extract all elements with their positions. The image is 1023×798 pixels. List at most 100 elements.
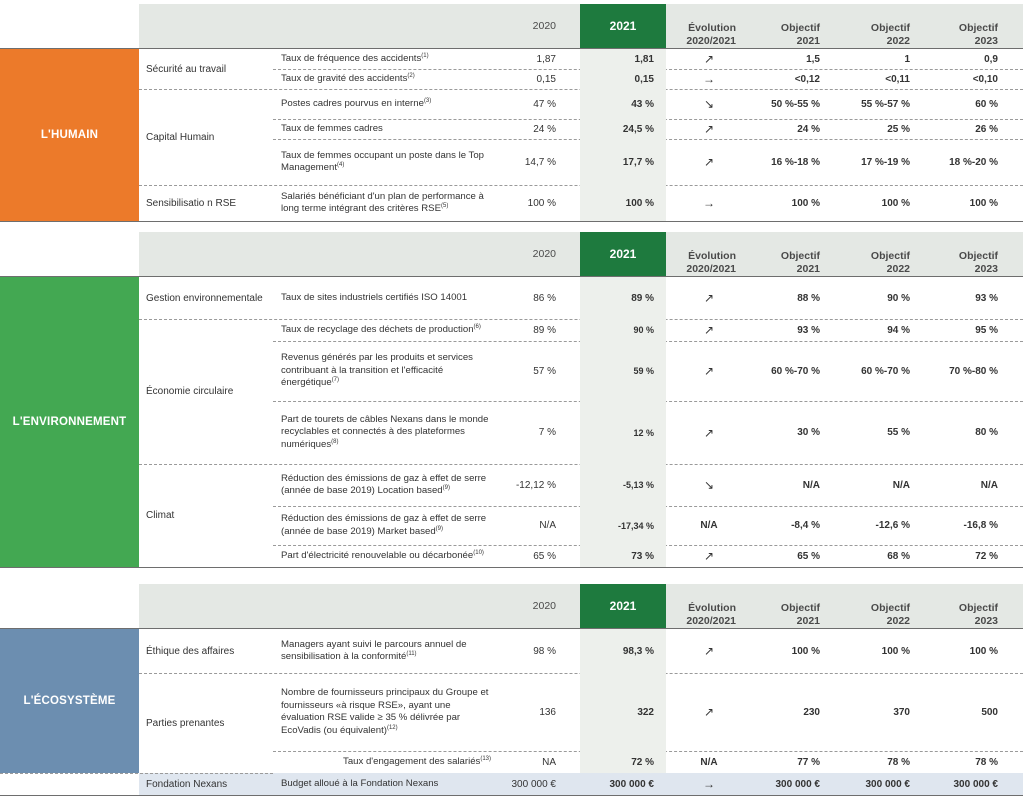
value-2020: 86 % xyxy=(533,292,556,304)
header-evolution: Évolution 2020/2021 xyxy=(666,232,736,276)
section-divider xyxy=(0,628,1023,629)
category-sensibilisation: Sensibilisatio n RSE xyxy=(146,197,237,209)
value-2021: 0,15 xyxy=(580,69,666,89)
header-obj22-line2: 2022 xyxy=(886,263,910,275)
objectif-2022: 300 000 € xyxy=(865,778,911,790)
category-parties-prenantes: Parties prenantes xyxy=(146,717,225,729)
header-obj21-line2: 2021 xyxy=(796,35,820,47)
objectif-2021: 100 % xyxy=(791,197,820,209)
footnote-ref: (7) xyxy=(331,377,340,384)
value-2021: 322 xyxy=(580,673,666,751)
table-row: Taux de femmes cadres 24 % 24,5 % ↗ 24 %… xyxy=(273,119,1023,139)
footnote-ref: (12) xyxy=(386,724,398,731)
value-2020: 98 % xyxy=(533,645,556,657)
indicator-text: Réduction des émissions de gaz à effet d… xyxy=(281,472,487,497)
value-2020: 136 xyxy=(539,706,556,718)
value-2020: 1,87 xyxy=(536,53,556,65)
objectif-2022: N/A xyxy=(892,479,910,491)
indicator-label: Taux de gravité des accidents(2) xyxy=(281,69,495,89)
category-fondation: Fondation Nexans xyxy=(139,773,273,795)
objectif-2021: -8,4 % xyxy=(791,520,820,531)
evolution-arrow: N/A xyxy=(700,520,718,531)
objectif-2021: 65 % xyxy=(797,550,820,562)
value-2021: 90 % xyxy=(580,319,666,341)
objectif-2022: <0,11 xyxy=(885,73,910,85)
objectif-2021: 300 000 € xyxy=(775,778,821,790)
value-2021: -5,13 % xyxy=(580,464,666,506)
indicator-text: Budget alloué à la Fondation Nexans xyxy=(281,777,439,789)
indicator-text: Taux de femmes occupant un poste dans le… xyxy=(281,149,485,174)
header-row: 2020 2021 Évolution 2020/2021 Objectif 202… xyxy=(0,584,1023,628)
indicator-label: Taux de fréquence des accidents(1) xyxy=(281,49,495,69)
objectif-2022: -12,6 % xyxy=(875,520,910,531)
value-2020: -12,12 % xyxy=(515,479,556,491)
indicator-label: Budget alloué à la Fondation Nexans xyxy=(281,773,495,795)
objectif-2023: N/A xyxy=(980,479,998,491)
footnote-ref: (3) xyxy=(423,97,432,104)
value-2021: 1,81 xyxy=(580,49,666,69)
table-row: Taux de gravité des accidents(2) 0,15 0,… xyxy=(273,69,1023,89)
table-row: Taux de femmes occupant un poste dans le… xyxy=(273,139,1023,185)
table-row: Revenus générés par les produits et serv… xyxy=(273,341,1023,401)
indicator-text: Taux de recyclage des déchets de product… xyxy=(281,323,474,335)
table-row: Salariés bénéficiant d'un plan de perfor… xyxy=(273,185,1023,221)
category-securite: Sécurité au travail xyxy=(146,63,227,75)
objectif-2023: <0,10 xyxy=(972,73,998,85)
header-obj22-line2: 2022 xyxy=(886,35,910,47)
objectif-2021: <0,12 xyxy=(794,73,820,85)
value-2021: 89 % xyxy=(580,277,666,319)
objectif-2022: 100 % xyxy=(881,645,910,657)
header-2021: 2021 xyxy=(580,4,666,48)
indicator-text: Taux de fréquence des accidents xyxy=(281,52,422,64)
header-2021: 2021 xyxy=(580,584,666,628)
table-row: Réduction des émissions de gaz à effet d… xyxy=(273,506,1023,545)
header-objectif-2023: Objectif 2023 xyxy=(938,584,998,628)
indicator-text: Nombre de fournisseurs principaux du Gro… xyxy=(281,687,489,736)
indicator-label: Postes cadres pourvus en interne(3) xyxy=(281,89,495,119)
evolution-arrow: ↗ xyxy=(703,52,715,66)
evolution-arrow: ↗ xyxy=(703,705,715,719)
value-2021: 24,5 % xyxy=(580,119,666,139)
header-objectif-2022: Objectif 2022 xyxy=(850,232,910,276)
objectif-2021: 230 xyxy=(803,706,820,718)
value-2021: 17,7 % xyxy=(580,139,666,185)
header-2020: 2020 xyxy=(532,19,556,32)
value-2021: 100 % xyxy=(580,185,666,221)
footnote-ref: (5) xyxy=(440,202,449,209)
indicator-label: Revenus générés par les produits et serv… xyxy=(281,341,495,401)
value-2020: 47 % xyxy=(533,98,556,110)
objectif-2023: 100 % xyxy=(969,645,998,657)
section-divider xyxy=(0,276,1023,277)
indicator-label: Nombre de fournisseurs principaux du Gro… xyxy=(281,673,495,751)
objectif-2022: 60 %-70 % xyxy=(861,365,910,377)
table-row: Taux d'engagement des salariés(13) NA 72… xyxy=(273,751,1023,773)
objectif-2023: 300 000 € xyxy=(953,778,999,790)
header-evolution-line1: Évolution xyxy=(688,250,736,262)
indicator-label: Salariés bénéficiant d'un plan de perfor… xyxy=(281,185,495,221)
objectif-2022: 55 % xyxy=(887,427,910,438)
value-2020: N/A xyxy=(539,520,556,531)
objectif-2021: 100 % xyxy=(791,645,820,657)
header-obj23-line1: Objectif xyxy=(958,602,998,614)
objectif-2023: 93 % xyxy=(975,292,998,304)
objectif-2023: 18 %-20 % xyxy=(949,156,998,168)
footnote-ref: (9) xyxy=(435,525,444,532)
category-capital-humain: Capital Humain xyxy=(146,131,215,143)
objectif-2022: 55 %-57 % xyxy=(861,98,910,110)
header-obj21-line2: 2021 xyxy=(796,263,820,275)
objectif-2021: 1,5 xyxy=(806,53,820,65)
category-ethique: Éthique des affaires xyxy=(146,645,235,657)
value-2020: 7 % xyxy=(538,427,556,438)
evolution-arrow: → xyxy=(703,777,715,791)
footnote-ref: (8) xyxy=(331,438,339,445)
evolution-arrow: ↘ xyxy=(703,97,715,111)
value-2021: 43 % xyxy=(580,89,666,119)
objectif-2023: 80 % xyxy=(975,427,998,438)
indicator-text: Réduction des émissions de gaz à effet d… xyxy=(281,513,487,537)
header-objectif-2023: Objectif 2023 xyxy=(938,232,998,276)
header-objectif-2022: Objectif 2022 xyxy=(850,584,910,628)
objectif-2021: 30 % xyxy=(797,427,820,438)
header-obj23-line2: 2023 xyxy=(974,615,998,627)
objectif-2022: 68 % xyxy=(887,550,910,562)
